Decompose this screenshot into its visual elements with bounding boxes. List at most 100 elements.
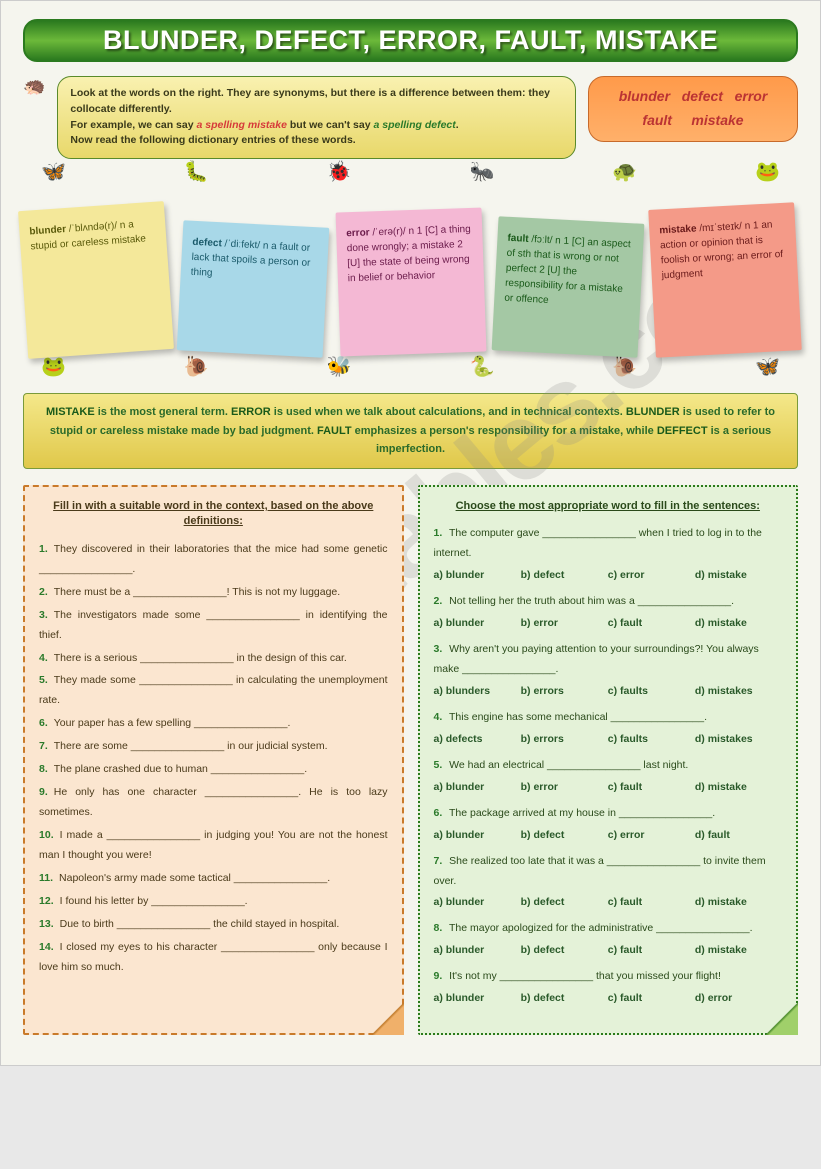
mc-options: a) blunderb) defectc) errord) mistake <box>434 566 783 586</box>
exp-t1: is the most general term. <box>95 406 231 418</box>
fill-blank-item: He only has one character ______________… <box>39 783 388 823</box>
pill-word2: defect <box>682 88 723 104</box>
snake-icon: 🐍 <box>469 354 494 379</box>
mc-option: a) blunder <box>434 826 521 846</box>
mc-option: c) fault <box>608 778 695 798</box>
mc-option: d) mistakes <box>695 730 782 750</box>
mc-option: c) error <box>608 566 695 586</box>
fill-blank-item: Due to birth ________________ the child … <box>39 915 388 935</box>
card-fault-body: /fɔːlt/ n 1 [C] an aspect of sth that is… <box>504 234 631 306</box>
mc-option: b) defect <box>521 989 608 1009</box>
intro-line2a: For example, we can say <box>70 119 196 131</box>
mc-question: 7. She realized too late that it was a _… <box>434 852 783 892</box>
intro-example1: a spelling mistake <box>196 119 286 131</box>
left-list: They discovered in their laboratories th… <box>39 540 388 978</box>
question-number: 8. <box>434 922 443 934</box>
card-error-head: error <box>346 227 370 239</box>
question-number: 1. <box>434 527 443 539</box>
mc-option: d) mistake <box>695 566 782 586</box>
mc-option: d) fault <box>695 826 782 846</box>
exp-s2: ERROR <box>231 406 271 418</box>
explanation-box: MISTAKE is the most general term. ERROR … <box>23 393 798 469</box>
mc-options: a) defectsb) errorsc) faultsd) mistakes <box>434 730 783 750</box>
card-defect-head: defect <box>192 237 222 250</box>
mc-option: a) blunder <box>434 566 521 586</box>
title-bar: BLUNDER, DEFECT, ERROR, FAULT, MISTAKE <box>23 19 798 62</box>
words-pill: blunder defect error fault mistake <box>588 76 798 142</box>
fill-blank-item: They discovered in their laboratories th… <box>39 540 388 580</box>
mc-option: a) blunder <box>434 778 521 798</box>
mc-option: c) fault <box>608 893 695 913</box>
snail-icon: 🐌 <box>612 354 637 379</box>
mc-option: c) fault <box>608 614 695 634</box>
bug-strip-top: 🦋🐛🐞🐜🐢🐸 <box>23 155 798 184</box>
mc-option: a) blunder <box>434 893 521 913</box>
mc-options: a) blunderb) errorc) faultd) mistake <box>434 778 783 798</box>
fill-blank-item: There are some ________________ in our j… <box>39 737 388 757</box>
frog-icon: 🐸 <box>755 159 780 184</box>
exp-t4: emphasizes a person's responsibility for… <box>352 425 657 437</box>
fill-blank-item: I found his letter by ________________. <box>39 892 388 912</box>
ladybug-icon: 🐞 <box>327 159 352 184</box>
mc-question: 6. The package arrived at my house in __… <box>434 804 783 824</box>
turtle-icon: 🐢 <box>612 159 637 184</box>
mc-question: 1. The computer gave ________________ wh… <box>434 524 783 564</box>
mc-options: a) blunderb) defectc) faultd) mistake <box>434 941 783 961</box>
page-title: BLUNDER, DEFECT, ERROR, FAULT, MISTAKE <box>25 25 796 56</box>
intro-line3: Now read the following dictionary entrie… <box>70 134 355 146</box>
fill-blank-item: They made some ________________ in calcu… <box>39 671 388 711</box>
mc-question: 9. It's not my ________________ that you… <box>434 967 783 987</box>
exercise-columns: Fill in with a suitable word in the cont… <box>23 485 798 1035</box>
mc-option: b) defect <box>521 566 608 586</box>
card-error: error /ˈerə(r)/ n 1 [C] a thing done wro… <box>335 207 486 356</box>
pill-word4: fault <box>642 112 672 128</box>
mc-question: 5. We had an electrical ________________… <box>434 756 783 776</box>
mc-option: d) mistake <box>695 614 782 634</box>
right-heading: Choose the most appropriate word to fill… <box>434 499 783 514</box>
pill-word3: error <box>735 88 768 104</box>
pill-word1: blunder <box>619 88 670 104</box>
mc-option: b) error <box>521 778 608 798</box>
fill-blank-item: I made a ________________ in judging you… <box>39 826 388 866</box>
intro-box: Look at the words on the right. They are… <box>57 76 576 159</box>
fill-blank-item: I closed my eyes to his character ______… <box>39 938 388 978</box>
mc-option: b) errors <box>521 730 608 750</box>
intro-row: 🦔 Look at the words on the right. They a… <box>23 76 798 159</box>
card-blunder: blunder /ˈblʌndə(r)/ n a stupid or carel… <box>18 201 174 359</box>
mc-option: c) error <box>608 826 695 846</box>
bee-icon: 🐝 <box>327 354 352 379</box>
question-number: 2. <box>434 595 443 607</box>
card-fault-head: fault <box>507 233 529 245</box>
exercise-right: Choose the most appropriate word to fill… <box>418 485 799 1035</box>
butterfly-icon: 🦋 <box>755 354 780 379</box>
page-fold-icon <box>372 1003 404 1035</box>
worksheet-page: ESLprintables.com BLUNDER, DEFECT, ERROR… <box>0 0 821 1066</box>
intro-line1: Look at the words on the right. They are… <box>70 87 550 115</box>
mc-options: a) blunderb) errorc) faultd) mistake <box>434 614 783 634</box>
intro-line2b: but we can't say <box>287 119 374 131</box>
mc-option: d) mistake <box>695 941 782 961</box>
mc-options: a) blunderb) defectc) errord) fault <box>434 826 783 846</box>
right-list: 1. The computer gave ________________ wh… <box>434 524 783 1009</box>
card-fault: fault /fɔːlt/ n 1 [C] an aspect of sth t… <box>491 216 644 357</box>
card-defect: defect /ˈdiːfekt/ n a fault or lack that… <box>177 220 330 357</box>
mc-option: b) defect <box>521 941 608 961</box>
ant-icon: 🐜 <box>469 159 494 184</box>
exp-t2: is used when we talk about calculations,… <box>271 406 626 418</box>
question-number: 9. <box>434 970 443 982</box>
mc-option: c) faults <box>608 682 695 702</box>
page-fold-icon <box>766 1003 798 1035</box>
mc-options: a) blunderb) defectc) faultd) mistake <box>434 893 783 913</box>
mc-option: b) errors <box>521 682 608 702</box>
question-number: 5. <box>434 759 443 771</box>
fill-blank-item: The plane crashed due to human _________… <box>39 760 388 780</box>
exp-s1: MISTAKE <box>46 406 95 418</box>
fill-blank-item: There is a serious ________________ in t… <box>39 649 388 669</box>
intro-line2c: . <box>456 119 459 131</box>
left-heading: Fill in with a suitable word in the cont… <box>39 499 388 530</box>
mc-option: b) error <box>521 614 608 634</box>
mc-question: 3. Why aren't you paying attention to yo… <box>434 640 783 680</box>
mc-option: d) mistake <box>695 778 782 798</box>
fill-blank-item: There must be a ________________! This i… <box>39 583 388 603</box>
mc-question: 8. The mayor apologized for the administ… <box>434 919 783 939</box>
